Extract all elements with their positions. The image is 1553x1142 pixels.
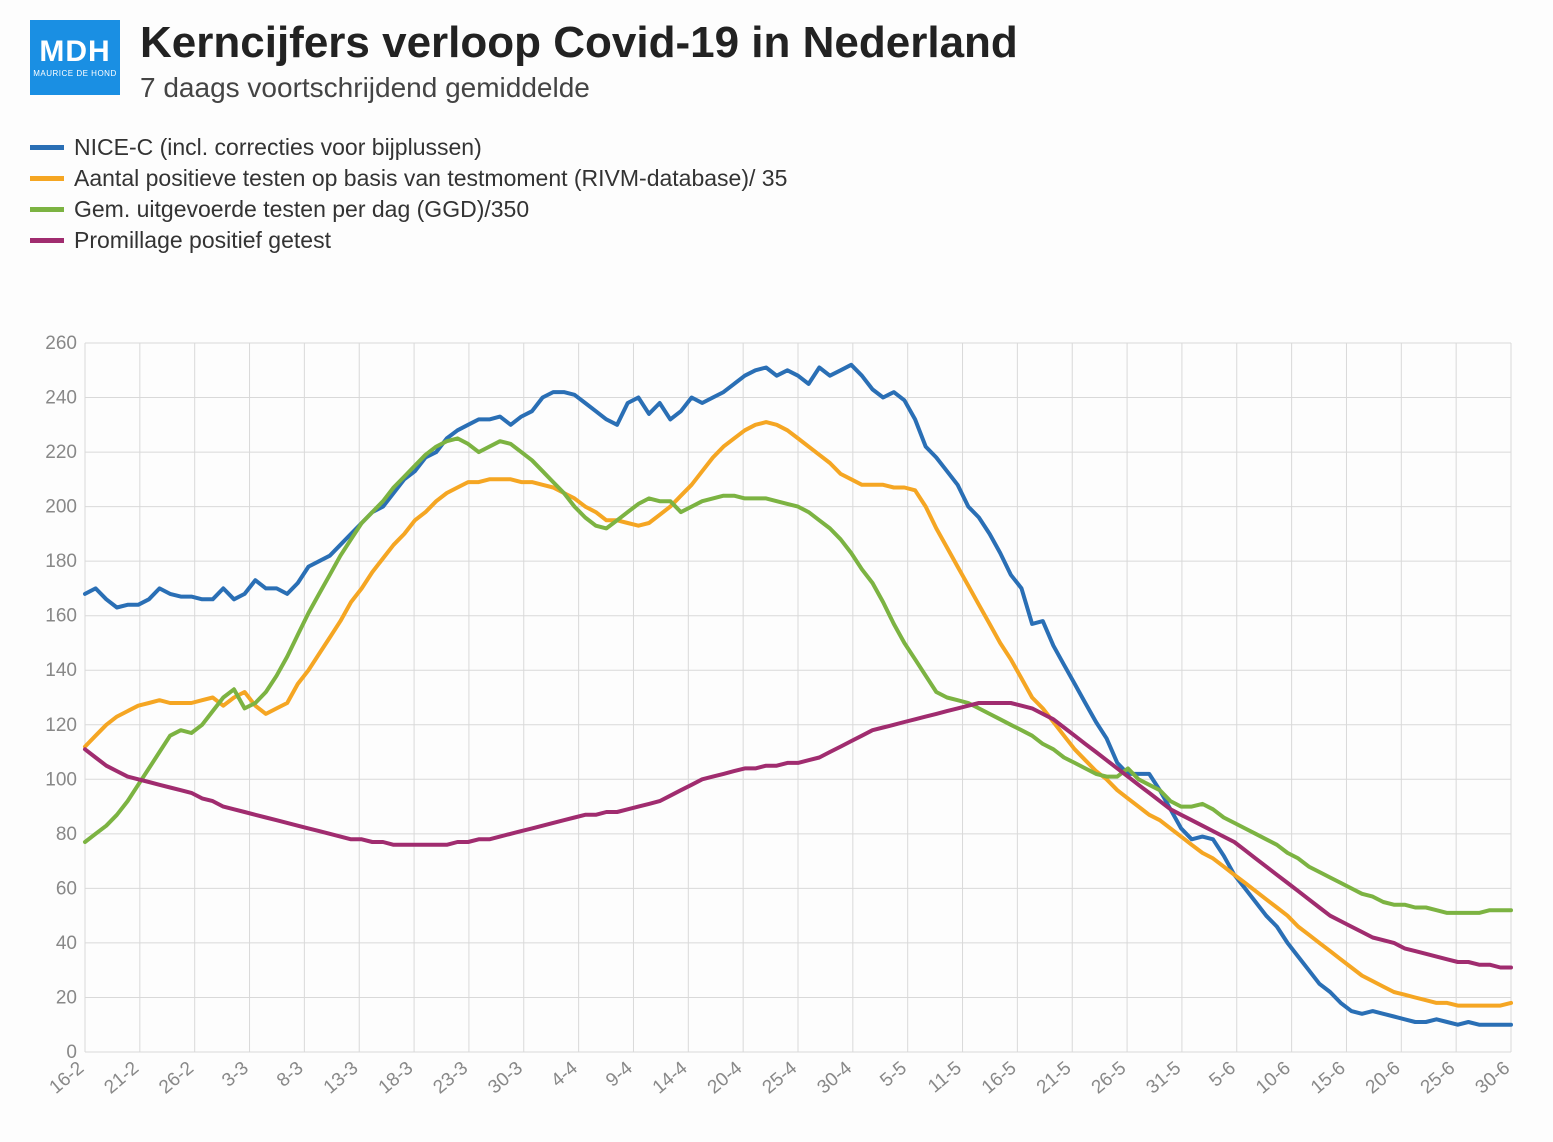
svg-text:16-5: 16-5: [978, 1058, 1021, 1099]
line-chart: 02040608010012014016018020022024026016-2…: [30, 335, 1523, 1122]
svg-text:120: 120: [45, 715, 77, 736]
svg-text:100: 100: [45, 769, 77, 790]
svg-text:23-3: 23-3: [430, 1058, 473, 1099]
svg-text:25-6: 25-6: [1417, 1058, 1460, 1099]
svg-text:25-4: 25-4: [759, 1057, 802, 1098]
chart-area: 02040608010012014016018020022024026016-2…: [30, 335, 1523, 1122]
svg-text:10-6: 10-6: [1252, 1058, 1295, 1099]
svg-text:4-4: 4-4: [547, 1057, 582, 1091]
svg-text:20-4: 20-4: [704, 1057, 747, 1098]
svg-text:60: 60: [56, 878, 77, 899]
svg-text:40: 40: [56, 933, 77, 954]
svg-text:140: 140: [45, 660, 77, 681]
logo-badge: MDH MAURICE DE HOND: [30, 20, 120, 95]
svg-text:8-3: 8-3: [273, 1058, 308, 1092]
svg-text:80: 80: [56, 824, 77, 845]
svg-text:26-2: 26-2: [155, 1058, 198, 1099]
legend-label: NICE-C (incl. correcties voor bijplussen…: [74, 132, 482, 163]
svg-text:30-3: 30-3: [484, 1058, 527, 1099]
title-block: Kerncijfers verloop Covid-19 in Nederlan…: [140, 20, 1523, 104]
logo-sub: MAURICE DE HOND: [33, 69, 117, 78]
svg-text:16-2: 16-2: [46, 1058, 89, 1099]
svg-text:18-3: 18-3: [375, 1058, 418, 1099]
logo-main: MDH: [39, 37, 110, 67]
chart-title: Kerncijfers verloop Covid-19 in Nederlan…: [140, 20, 1523, 66]
svg-text:30-6: 30-6: [1472, 1058, 1515, 1099]
svg-text:31-5: 31-5: [1143, 1058, 1186, 1099]
svg-text:200: 200: [45, 497, 77, 518]
svg-text:160: 160: [45, 606, 77, 627]
svg-text:20: 20: [56, 987, 77, 1008]
svg-text:5-5: 5-5: [876, 1058, 911, 1092]
legend-label: Promillage positief getest: [74, 225, 331, 256]
svg-text:21-2: 21-2: [100, 1058, 143, 1099]
svg-text:180: 180: [45, 551, 77, 572]
svg-text:260: 260: [45, 335, 77, 354]
legend-item: Aantal positieve testen op basis van tes…: [30, 163, 1523, 194]
legend-swatch: [30, 238, 64, 243]
svg-text:5-6: 5-6: [1205, 1058, 1240, 1092]
svg-text:15-6: 15-6: [1307, 1058, 1350, 1099]
legend-label: Gem. uitgevoerde testen per dag (GGD)/35…: [74, 194, 529, 225]
header: MDH MAURICE DE HOND Kerncijfers verloop …: [30, 20, 1523, 104]
svg-text:11-5: 11-5: [924, 1058, 966, 1098]
svg-text:13-3: 13-3: [320, 1058, 363, 1099]
svg-text:21-5: 21-5: [1033, 1058, 1076, 1099]
svg-text:3-3: 3-3: [218, 1058, 253, 1092]
legend-swatch: [30, 176, 64, 181]
svg-text:20-6: 20-6: [1362, 1058, 1405, 1099]
legend-item: Gem. uitgevoerde testen per dag (GGD)/35…: [30, 194, 1523, 225]
legend-item: NICE-C (incl. correcties voor bijplussen…: [30, 132, 1523, 163]
svg-text:14-4: 14-4: [649, 1057, 692, 1098]
svg-text:220: 220: [45, 442, 77, 463]
svg-text:26-5: 26-5: [1088, 1058, 1131, 1099]
svg-text:240: 240: [45, 388, 77, 409]
legend-label: Aantal positieve testen op basis van tes…: [74, 163, 787, 194]
legend-swatch: [30, 145, 64, 150]
svg-text:30-4: 30-4: [813, 1057, 856, 1098]
legend-item: Promillage positief getest: [30, 225, 1523, 256]
legend-swatch: [30, 207, 64, 212]
chart-subtitle: 7 daags voortschrijdend gemiddelde: [140, 72, 1523, 104]
legend: NICE-C (incl. correcties voor bijplussen…: [30, 132, 1523, 256]
svg-text:9-4: 9-4: [602, 1057, 637, 1091]
